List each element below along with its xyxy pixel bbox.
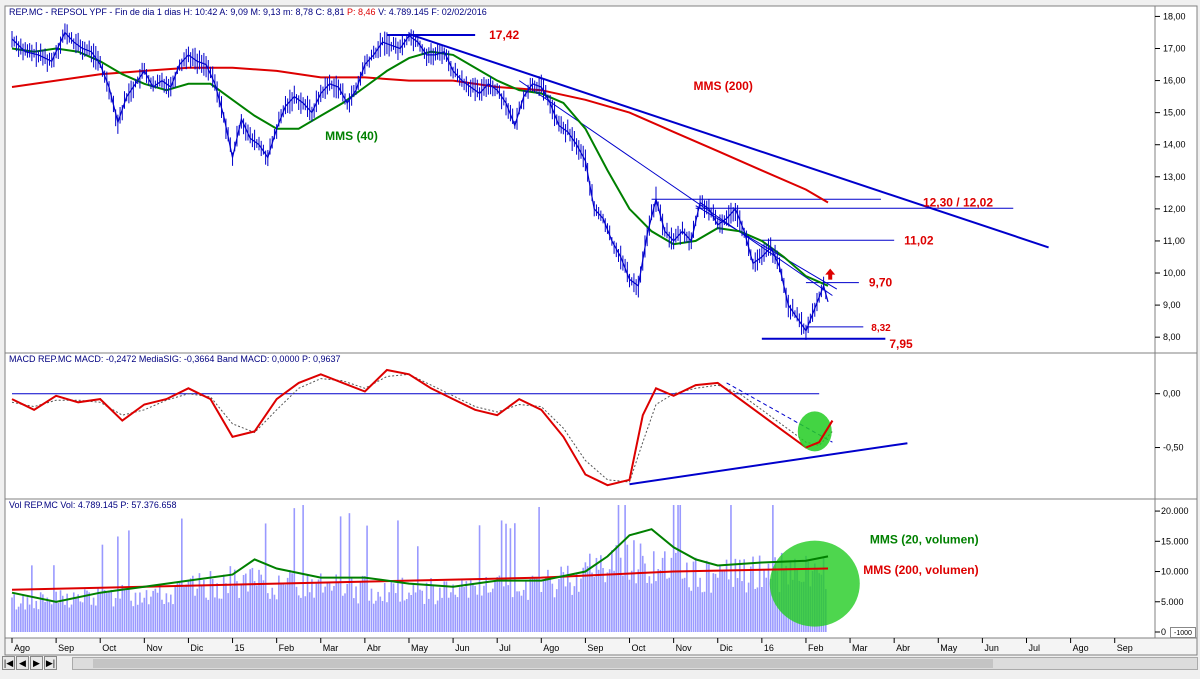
x-tick-label: Jun [984,643,999,653]
horizontal-scrollbar[interactable] [72,657,1198,670]
price-y-tick-label: 12,00 [1163,204,1186,214]
x-tick-label: Abr [896,643,910,653]
x-tick-label: Ago [1073,643,1089,653]
volume-y-tick-label: 20.000 [1161,506,1189,516]
x-tick-label: 15 [235,643,245,653]
price-y-tick-label: 18,00 [1163,11,1186,21]
x-tick-label: Jul [1028,643,1040,653]
mms200-line [11,66,829,204]
price-y-tick-label: 11,00 [1163,236,1185,246]
price-plot [11,23,1049,340]
price-y-tick-label: 16,00 [1163,76,1186,86]
price-y-tick-label: 13,00 [1163,172,1186,182]
mms40-line [11,47,829,287]
price-y-tick-label: 15,00 [1163,108,1186,118]
volume-plot [11,505,860,632]
x-tick-label: 16 [764,643,774,653]
volume-info-header: Vol REP.MC Vol: 4.789.145 P: 57.376.658 [9,500,176,510]
axes: 8,00 9,00 10,00 11,00 12,00 13,00 14,00 15,00 16… [11,11,1189,653]
annotation-sup-832: 8,32 [871,323,891,334]
price-info-header: REP.MC - REPSOL YPF - Fin de dia 1 dias … [9,7,487,17]
label-mms40: MMS (40) [325,129,378,143]
x-tick-label: May [940,643,958,653]
price-y-tick-label: 17,00 [1163,43,1186,53]
price-y-tick-label: 14,00 [1163,140,1186,150]
price-y-tick-label: 10,00 [1163,268,1186,278]
macd-line [11,368,834,487]
x-tick-label: Sep [1117,643,1133,653]
label-vol-mms20: MMS (20, volumen) [870,533,979,547]
volume-y-tick-label: 15.000 [1161,536,1189,546]
x-tick-label: Dic [720,643,733,653]
annotation-low: 7,95 [889,337,913,351]
price-y-tick-label: 9,00 [1163,300,1181,310]
x-tick-label: Sep [587,643,603,653]
x-tick-label: Dic [190,643,203,653]
x-tick-label: Oct [102,643,117,653]
x-tick-label: Ago [14,643,30,653]
macd-plot [11,368,908,487]
volume-y-tick-label: 5.000 [1161,597,1184,607]
macd-info-header: MACD REP.MC MACD: -0,2472 MediaSIG: -0,3… [9,354,341,364]
zoom-indicator[interactable]: -1000 [1170,627,1196,638]
price-line [11,31,829,333]
macd-support-trendline [629,442,908,486]
volume-y-tick-label: 10.000 [1161,567,1189,577]
next-page-button[interactable]: ▶ [30,656,43,670]
volume-y-tick-label: 0 [1161,627,1166,637]
x-tick-label: Abr [367,643,381,653]
x-tick-label: Sep [58,643,74,653]
annotation-high: 17,42 [489,28,519,42]
price-y-tick-label: 8,00 [1163,332,1181,342]
price-axis-panel [1154,5,1198,354]
macd-y-tick-label: -0,50 [1163,443,1184,453]
label-vol-mms200: MMS (200, volumen) [863,563,978,577]
x-tick-label: Feb [279,643,295,653]
macd-highlight-circle [797,411,832,452]
first-page-button[interactable]: |◀ [2,656,15,670]
x-tick-label: Nov [676,643,693,653]
macd-axis-panel [1154,352,1198,500]
buy-signal-arrow [825,268,836,280]
x-tick-label: Mar [852,643,868,653]
macd-panel[interactable] [4,352,1156,500]
macd-y-tick-label: 0,00 [1163,389,1181,399]
prev-page-button[interactable]: ◀ [16,656,29,670]
annotation-resistance-range: 12,30 / 12,02 [923,195,993,209]
x-tick-label: Nov [146,643,163,653]
annotation-res-970: 9,70 [869,276,893,290]
macd-line-tail [805,420,834,449]
scrollbar-thumb[interactable] [93,659,993,668]
macd-signal-line [11,373,833,483]
last-page-button[interactable]: ▶| [44,656,57,670]
secondary-downtrend-line [518,80,833,296]
annotation-res-1102: 11,02 [904,233,934,247]
volume-mms20-line [11,528,829,603]
x-tick-label: Ago [543,643,559,653]
volume-highlight-circle [769,540,860,627]
x-tick-label: Feb [808,643,824,653]
x-tick-label: Mar [323,643,339,653]
main-downtrend-line [408,33,1049,249]
x-tick-label: Jun [455,643,470,653]
x-tick-label: Oct [632,643,647,653]
annotations: 17,42 12,30 / 12,02 11,02 9,70 8,32 7,95… [325,28,993,577]
price-panel[interactable] [4,5,1156,354]
volume-axis-panel [1154,498,1198,639]
x-tick-label: Jul [499,643,511,653]
label-mms200: MMS (200) [693,79,752,93]
time-axis-panel [4,637,1198,656]
x-tick-label: May [411,643,429,653]
